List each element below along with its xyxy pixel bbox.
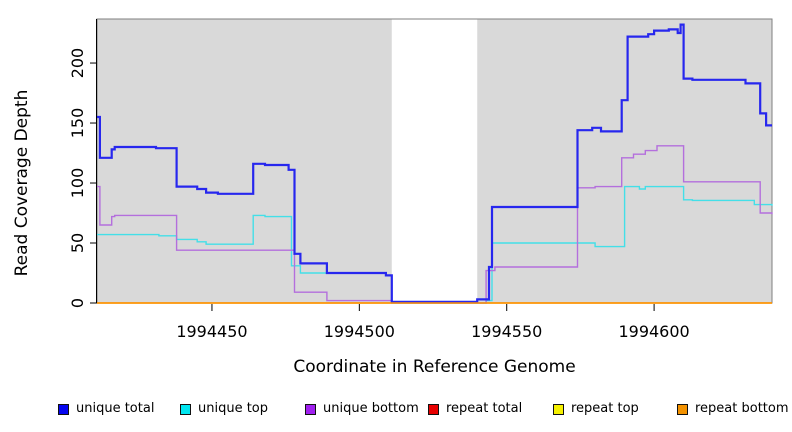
y-tick-label: 100 (68, 168, 87, 199)
y-tick-label: 0 (68, 298, 87, 308)
y-tick-label: 150 (68, 108, 87, 139)
masked-region (391, 19, 478, 303)
x-tick-label: 1994450 (176, 322, 247, 341)
x-tick-label: 1994600 (618, 322, 689, 341)
series-line-unique-bottom (97, 145, 773, 304)
y-tick-label: 50 (68, 233, 87, 253)
series-line-unique-total (97, 23, 772, 303)
y-axis-title: Read Coverage Depth (12, 90, 32, 277)
x-tick-label: 1994550 (471, 322, 542, 341)
x-tick-label: 1994500 (324, 322, 395, 341)
y-tick-label: 200 (68, 48, 87, 79)
x-axis-title: Coordinate in Reference Genome (293, 357, 575, 377)
